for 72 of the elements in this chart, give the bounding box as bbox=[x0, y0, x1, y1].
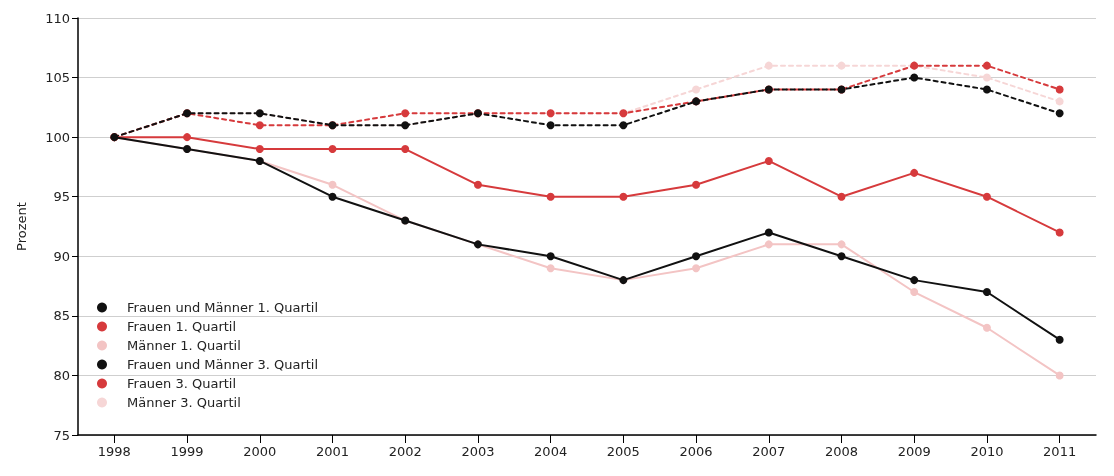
point bbox=[692, 85, 701, 94]
x-tick-label: 2004 bbox=[534, 444, 568, 459]
y-tick-label: 95 bbox=[53, 189, 70, 205]
point bbox=[982, 288, 991, 297]
y-axis-title: Prozent bbox=[14, 202, 29, 251]
x-tick-label: 2009 bbox=[897, 444, 931, 459]
legend-label: Frauen und Männer 1. Quartil bbox=[127, 300, 319, 315]
point bbox=[546, 252, 555, 261]
point bbox=[692, 180, 701, 189]
y-tick-label: 75 bbox=[53, 427, 70, 443]
point bbox=[692, 252, 701, 261]
point bbox=[982, 192, 991, 201]
point bbox=[1055, 335, 1064, 344]
point bbox=[837, 61, 846, 70]
y-tick-label: 80 bbox=[53, 367, 70, 383]
point bbox=[328, 192, 337, 201]
legend-label: Männer 3. Quartil bbox=[127, 395, 241, 410]
point bbox=[1055, 109, 1064, 118]
y-tick-label: 85 bbox=[53, 308, 70, 324]
x-tick-label: 2000 bbox=[243, 444, 277, 459]
point bbox=[764, 240, 773, 249]
point bbox=[401, 145, 410, 154]
point bbox=[255, 121, 264, 130]
legend-label: Frauen 3. Quartil bbox=[127, 376, 237, 391]
legend-label: Männer 1. Quartil bbox=[127, 338, 241, 353]
x-tick-label: 1999 bbox=[170, 444, 204, 459]
point bbox=[1055, 97, 1064, 106]
point bbox=[546, 192, 555, 201]
legend-label: Frauen 1. Quartil bbox=[127, 319, 237, 334]
point bbox=[910, 288, 919, 297]
x-tick-label: 2006 bbox=[679, 444, 713, 459]
x-tick-label: 2008 bbox=[824, 444, 859, 459]
x-tick-label: 2002 bbox=[388, 444, 422, 459]
x-tick-label: 2005 bbox=[606, 444, 640, 459]
point bbox=[982, 61, 991, 70]
x-tick-label: 2011 bbox=[1043, 444, 1077, 459]
x-tick-label: 1998 bbox=[97, 444, 131, 459]
point bbox=[764, 156, 773, 165]
y-tick-label: 110 bbox=[45, 10, 70, 26]
point bbox=[982, 323, 991, 332]
x-tick-label: 2007 bbox=[752, 444, 786, 459]
point bbox=[1055, 85, 1064, 94]
legend-label: Frauen und Männer 3. Quartil bbox=[127, 357, 319, 372]
point bbox=[982, 73, 991, 82]
y-tick-label: 100 bbox=[45, 129, 70, 145]
point bbox=[692, 264, 701, 273]
point bbox=[546, 121, 555, 130]
point bbox=[183, 133, 192, 142]
y-tick-label: 90 bbox=[53, 248, 70, 264]
point bbox=[328, 180, 337, 189]
point bbox=[546, 264, 555, 273]
point bbox=[910, 73, 919, 82]
point bbox=[910, 276, 919, 285]
point bbox=[764, 61, 773, 70]
y-tick-label: 105 bbox=[45, 70, 70, 86]
point bbox=[764, 228, 773, 237]
point bbox=[837, 192, 846, 201]
point bbox=[328, 145, 337, 154]
x-tick-label: 2003 bbox=[461, 444, 495, 459]
point bbox=[1055, 371, 1064, 380]
point bbox=[837, 240, 846, 249]
x-tick-label: 2001 bbox=[315, 444, 350, 459]
point bbox=[910, 168, 919, 177]
point bbox=[401, 109, 410, 118]
point bbox=[255, 145, 264, 154]
point bbox=[1055, 228, 1064, 237]
point bbox=[982, 85, 991, 94]
point bbox=[619, 121, 628, 130]
point bbox=[837, 252, 846, 261]
point bbox=[619, 192, 628, 201]
x-tick-label: 2010 bbox=[970, 444, 1004, 459]
point bbox=[473, 180, 482, 189]
